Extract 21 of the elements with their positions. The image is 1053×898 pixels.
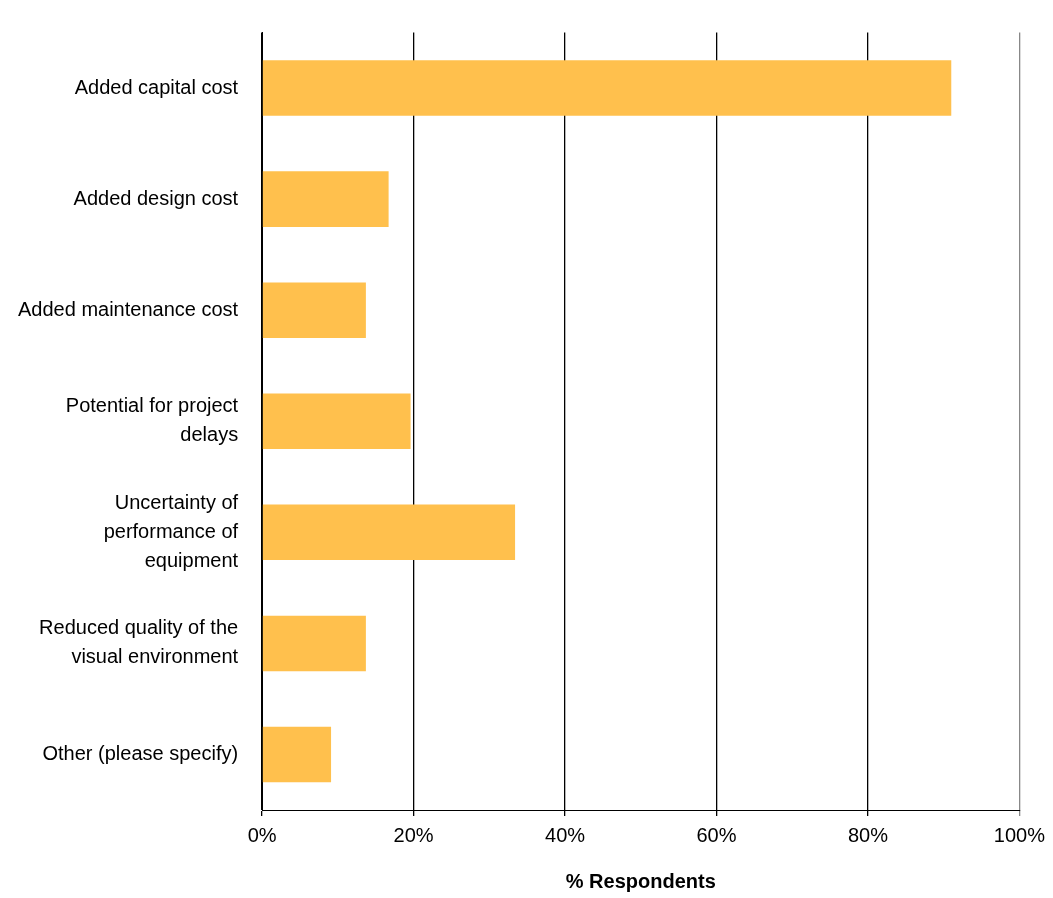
y-tick-label: Added design cost (73, 186, 239, 209)
y-tick-label: Added maintenance cost (17, 297, 239, 320)
bar (262, 726, 332, 783)
x-tick-label: 0% (247, 823, 277, 846)
y-tick-label: Uncertainty of performance of equipment (103, 490, 239, 571)
x-tick-label: 60% (696, 823, 737, 846)
bar (262, 60, 952, 116)
bar (262, 615, 366, 672)
y-tick-label: Reduced quality of the visual environment (39, 616, 239, 668)
x-tick-label: 40% (545, 823, 586, 846)
y-tick-label: Potential for project delays (65, 394, 239, 446)
x-tick-label: 100% (993, 823, 1046, 846)
y-tick-label: Other (please specify) (42, 741, 239, 764)
x-axis-title: % Respondents (565, 869, 716, 892)
bar (262, 393, 411, 450)
x-tick-label: 20% (393, 823, 434, 846)
bar (262, 171, 389, 227)
y-tick-label: Added capital cost (74, 75, 239, 98)
bar (262, 282, 366, 338)
bar (262, 504, 516, 561)
x-tick-label: 80% (847, 823, 889, 846)
